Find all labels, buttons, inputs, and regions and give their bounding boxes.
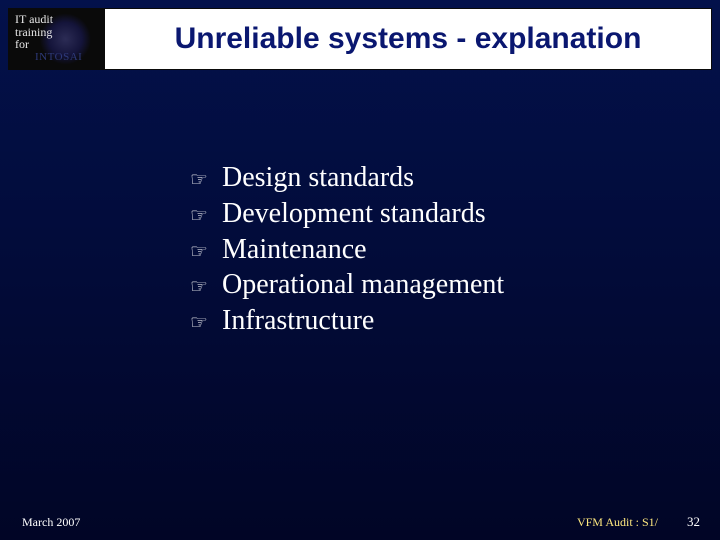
title-box: Unreliable systems - explanation xyxy=(104,8,712,70)
list-item: ☞ Design standards xyxy=(190,160,680,196)
logo-line1: IT audit xyxy=(15,13,97,26)
list-item: ☞ Operational management xyxy=(190,267,680,303)
header: IT audit training for INTOSAI Unreliable… xyxy=(8,8,712,70)
body-area: ☞ Design standards ☞ Development standar… xyxy=(190,160,680,339)
hand-point-icon: ☞ xyxy=(190,240,222,266)
hand-point-icon: ☞ xyxy=(190,168,222,194)
list-item: ☞ Maintenance xyxy=(190,232,680,268)
logo-line3: for xyxy=(15,38,97,51)
bullet-text: Operational management xyxy=(222,267,504,303)
bullet-list: ☞ Design standards ☞ Development standar… xyxy=(190,160,680,339)
slide-title: Unreliable systems - explanation xyxy=(175,22,642,56)
bullet-text: Infrastructure xyxy=(222,303,374,339)
logo-org: INTOSAI xyxy=(35,52,82,64)
footer-date: March 2007 xyxy=(22,515,80,530)
hand-point-icon: ☞ xyxy=(190,275,222,301)
footer-audit-label: VFM Audit : S1/ xyxy=(577,515,658,530)
bullet-text: Development standards xyxy=(222,196,486,232)
logo-box: IT audit training for INTOSAI xyxy=(8,8,104,70)
list-item: ☞ Development standards xyxy=(190,196,680,232)
hand-point-icon: ☞ xyxy=(190,311,222,337)
slide-number: 32 xyxy=(687,514,700,530)
list-item: ☞ Infrastructure xyxy=(190,303,680,339)
bullet-text: Maintenance xyxy=(222,232,367,268)
bullet-text: Design standards xyxy=(222,160,414,196)
hand-point-icon: ☞ xyxy=(190,204,222,230)
slide: IT audit training for INTOSAI Unreliable… xyxy=(0,0,720,540)
